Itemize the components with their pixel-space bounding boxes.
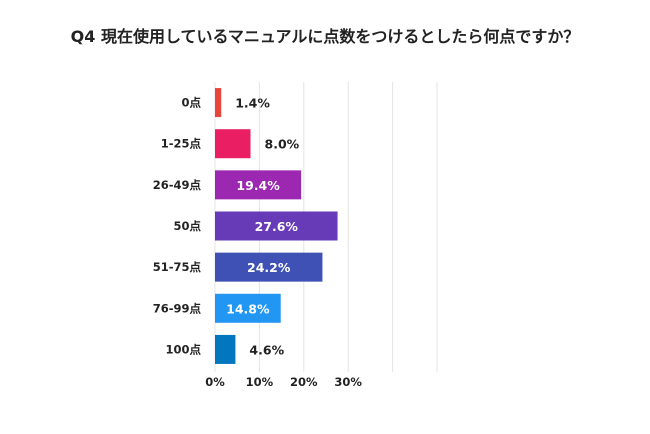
data-label: 19.4% xyxy=(236,178,280,193)
x-tick-label: 0% xyxy=(205,375,225,389)
data-label: 4.6% xyxy=(249,342,284,357)
category-label: 100点 xyxy=(165,342,201,356)
category-label: 50点 xyxy=(173,219,201,233)
data-label: 8.0% xyxy=(265,137,300,152)
bar xyxy=(215,211,338,241)
category-label: 26-49点 xyxy=(153,178,202,192)
bar xyxy=(215,334,236,364)
data-label: 27.6% xyxy=(255,219,299,234)
category-label: 51-75点 xyxy=(153,260,202,274)
data-label: 1.4% xyxy=(235,96,270,111)
category-label: 1-25点 xyxy=(161,137,202,151)
bar xyxy=(215,88,222,118)
category-label: 76-99点 xyxy=(153,301,202,315)
data-label: 14.8% xyxy=(226,301,270,316)
chart-title: Q4 現在使用しているマニュアルに点数をつけるとしたら何点ですか？ xyxy=(70,27,580,46)
bar xyxy=(215,170,302,200)
x-tick-label: 20% xyxy=(290,375,318,389)
bar xyxy=(215,129,251,159)
data-label: 24.2% xyxy=(247,260,291,275)
x-tick-label: 30% xyxy=(334,375,362,389)
bar xyxy=(215,293,281,323)
category-label: 0点 xyxy=(181,96,201,110)
bar xyxy=(215,252,323,282)
x-tick-label: 10% xyxy=(246,375,274,389)
